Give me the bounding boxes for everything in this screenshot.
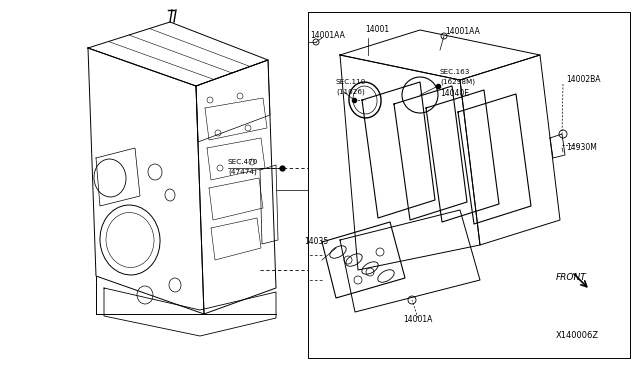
Text: SEC.470: SEC.470: [228, 159, 259, 165]
Text: X140006Z: X140006Z: [556, 331, 599, 340]
Text: (11026): (11026): [336, 89, 365, 95]
Text: SEC.110: SEC.110: [336, 79, 366, 85]
Text: 14001AA: 14001AA: [310, 31, 345, 39]
Text: 14001AA: 14001AA: [445, 28, 480, 36]
Text: (16298M): (16298M): [440, 79, 475, 85]
Text: 14930M: 14930M: [566, 144, 597, 153]
Text: (47474): (47474): [228, 169, 257, 175]
Text: FRONT: FRONT: [556, 273, 587, 282]
Text: SEC.163: SEC.163: [440, 69, 470, 75]
Text: 14002BA: 14002BA: [566, 76, 600, 84]
Text: 14040E: 14040E: [440, 90, 469, 99]
Text: 14001: 14001: [365, 26, 389, 35]
Text: 14001A: 14001A: [403, 315, 433, 324]
Text: 14035: 14035: [304, 237, 328, 247]
